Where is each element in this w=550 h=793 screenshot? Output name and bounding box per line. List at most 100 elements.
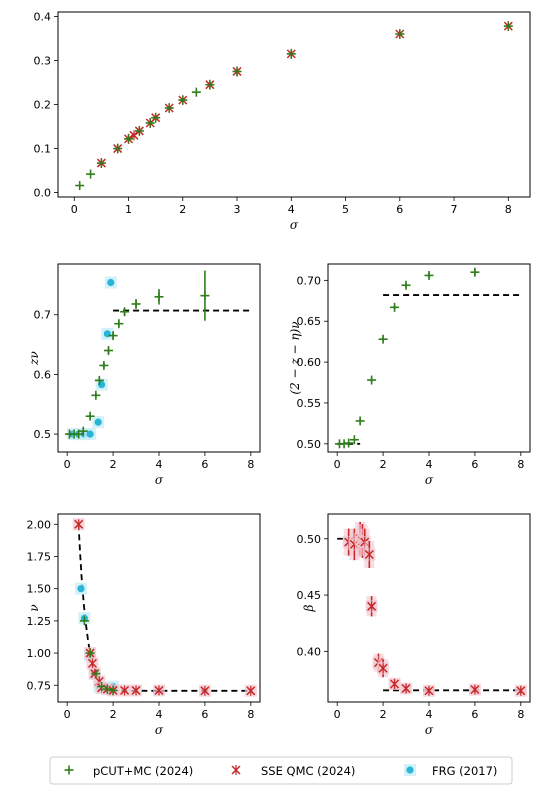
y-tick-label: 0.2: [34, 99, 52, 112]
legend-label-pcut: pCUT+MC (2024): [93, 764, 193, 778]
x-tick-label: 0: [334, 708, 341, 721]
x-tick-label: 4: [426, 708, 433, 721]
x-tick-label: 0: [64, 458, 71, 471]
data-point-pcut: [164, 103, 174, 113]
data-point-pcut: [120, 307, 130, 317]
legend: pCUT+MC (2024) SSE QMC (2024) FRG (2017): [49, 756, 513, 785]
data-point-sse: [118, 684, 131, 697]
x-tick-label: 4: [156, 458, 163, 471]
data-point-pcut: [108, 331, 118, 341]
plot-frame: [57, 513, 261, 703]
data-point-sse: [514, 684, 527, 697]
x-tick-label: 8: [247, 708, 254, 721]
x-axis-label: σ: [425, 723, 434, 737]
x-axis-label: σ: [155, 723, 164, 737]
data-point-sse: [153, 684, 165, 697]
data-point-sse: [130, 684, 143, 697]
data-point-pcut: [154, 292, 164, 302]
x-tick-label: 2: [380, 708, 387, 721]
data-point-frg: [74, 582, 87, 595]
data-point-frg: [104, 276, 117, 289]
x-tick-label: 7: [451, 203, 458, 216]
y-tick-label: 0.0: [34, 187, 52, 200]
y-tick-label: 0.4: [34, 10, 52, 23]
legend-box: [49, 756, 513, 785]
y-tick-label: 0.50: [297, 438, 322, 451]
plot-frame: [327, 263, 531, 453]
x-tick-label: 8: [517, 708, 524, 721]
chart-top-panel: 0 1 2 3 4 5 6 7 8 0.0 0.1 0.2 0.3 0.4 σ: [34, 10, 531, 232]
data-point-pcut: [124, 134, 134, 144]
data-point-pcut: [75, 181, 85, 191]
y-tick-label: 0.40: [297, 645, 322, 658]
series-pcut: [64, 270, 210, 439]
data-point-sse: [400, 682, 413, 695]
data-point-pcut: [178, 95, 188, 105]
data-point-pcut: [91, 669, 101, 679]
legend-item-sse: SSE QMC (2024): [231, 764, 355, 778]
y-tick-label: 0.1: [34, 143, 52, 156]
y-tick-label: 0.50: [297, 533, 322, 546]
data-point-pcut: [339, 439, 349, 449]
y-tick-label: 1.00: [27, 647, 52, 660]
data-point-sse: [365, 600, 378, 613]
y-tick-label: 1.75: [27, 550, 52, 563]
series-sse: [72, 518, 257, 697]
data-point-pcut: [367, 375, 377, 385]
series-sse: [342, 521, 527, 697]
data-point-pcut: [131, 299, 141, 309]
series-pcut: [79, 616, 118, 695]
data-point-pcut: [96, 158, 106, 168]
y-axis-label: (2 − z − η)ν: [288, 321, 302, 394]
y-axis-label: zν: [27, 351, 41, 366]
x-tick-label: 1: [125, 203, 132, 216]
data-point-sse: [377, 662, 390, 675]
series-pcut: [75, 21, 513, 191]
x-tick-label: 0: [64, 708, 71, 721]
legend-label-frg: FRG (2017): [432, 764, 497, 778]
data-point-pcut: [108, 685, 118, 695]
x-tick-label: 8: [505, 203, 512, 216]
data-point-pcut: [102, 684, 112, 694]
x-tick-label: 4: [288, 203, 295, 216]
x-tick-label: 2: [110, 708, 117, 721]
data-point-pcut: [390, 302, 400, 312]
y-tick-label: 2.00: [27, 518, 52, 531]
chart-znu-panel: 0 2 4 6 8 0.5 0.6 0.7 σ zν: [27, 263, 261, 487]
x-tick-label: 8: [517, 458, 524, 471]
y-tick-label: 1.50: [27, 583, 52, 596]
data-point-frg: [101, 327, 114, 340]
data-point-pcut: [191, 87, 201, 97]
chart-eta-panel: 0 2 4 6 8 0.50 0.55 0.60 0.65 0.70 σ (2 − z − η)ν: [288, 263, 531, 487]
data-point-pcut: [134, 126, 144, 136]
data-point-pcut: [344, 438, 354, 448]
series-sse: [96, 21, 513, 169]
data-point-pcut: [104, 346, 113, 356]
data-point-pcut: [424, 270, 434, 280]
legend-item-frg: FRG (2017): [404, 764, 497, 778]
y-tick-label: 0.60: [297, 356, 322, 369]
legend-item-pcut: pCUT+MC (2024): [64, 764, 193, 778]
data-point-pcut: [470, 267, 480, 277]
data-point-sse: [363, 548, 376, 561]
x-tick-label: 6: [471, 458, 478, 471]
x-tick-label: 5: [342, 203, 349, 216]
x-axis-label: σ: [425, 473, 434, 487]
data-point-pcut: [94, 375, 104, 385]
data-point-pcut: [200, 291, 210, 301]
y-tick-label: 0.3: [34, 54, 52, 67]
data-point-pcut: [79, 616, 89, 626]
x-tick-label: 3: [234, 203, 241, 216]
x-tick-label: 6: [471, 708, 478, 721]
chart-beta-panel: 0 2 4 6 8 0.40 0.45 0.50 σ β: [297, 513, 531, 737]
data-point-pcut: [151, 113, 161, 123]
x-tick-label: 8: [247, 458, 254, 471]
data-point-sse: [72, 518, 85, 531]
series-pcut: [334, 267, 480, 449]
data-point-frg: [92, 416, 105, 429]
y-tick-label: 0.6: [34, 368, 52, 381]
data-point-pcut: [232, 66, 242, 76]
x-tick-label: 2: [110, 458, 117, 471]
y-axis-label: β: [302, 604, 316, 612]
x-tick-label: 4: [156, 708, 163, 721]
